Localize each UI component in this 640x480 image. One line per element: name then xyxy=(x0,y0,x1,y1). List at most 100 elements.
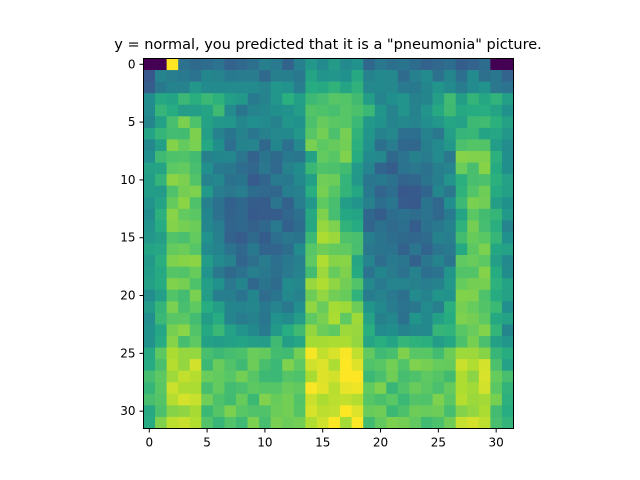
pixel-cell xyxy=(166,127,179,140)
pixel-cell xyxy=(432,243,445,256)
pixel-cell xyxy=(455,359,468,372)
pixel-cell xyxy=(501,151,514,163)
pixel-cell xyxy=(444,81,457,94)
pixel-cell xyxy=(490,127,503,140)
pixel-cell xyxy=(316,266,329,279)
pixel-cell xyxy=(432,278,445,291)
pixel-cell xyxy=(490,393,503,406)
pixel-cell xyxy=(224,116,237,129)
pixel-cell xyxy=(189,312,202,325)
pixel-cell xyxy=(490,255,503,267)
pixel-cell xyxy=(212,162,225,175)
pixel-cell xyxy=(224,324,237,337)
pixel-cell xyxy=(316,197,329,210)
pixel-cell xyxy=(155,58,167,71)
pixel-cell xyxy=(247,185,260,198)
pixel-cell xyxy=(282,70,295,82)
pixel-cell xyxy=(490,324,503,337)
pixel-cell xyxy=(501,324,514,337)
pixel-cell xyxy=(444,370,457,383)
pixel-cell xyxy=(455,336,468,348)
pixel-cell xyxy=(259,336,272,348)
pixel-cell xyxy=(351,70,364,82)
pixel-cell xyxy=(386,70,399,82)
pixel-cell xyxy=(421,289,433,302)
pixel-cell xyxy=(328,220,341,233)
pixel-cell xyxy=(166,405,179,418)
pixel-cell xyxy=(212,370,225,383)
pixel-cell xyxy=(351,139,364,152)
pixel-cell xyxy=(501,116,514,129)
pixel-cell xyxy=(340,185,352,198)
pixel-cell xyxy=(467,139,480,152)
pixel-cell xyxy=(212,301,225,314)
pixel-cell xyxy=(432,81,445,94)
pixel-cell xyxy=(455,255,468,267)
pixel-cell xyxy=(212,312,225,325)
pixel-cell xyxy=(490,139,503,152)
pixel-cell xyxy=(444,220,457,233)
pixel-cell xyxy=(305,312,318,325)
pixel-cell xyxy=(490,81,503,94)
pixel-cell xyxy=(351,324,364,337)
pixel-cell xyxy=(351,266,364,279)
y-tick-label: 10 xyxy=(120,173,135,187)
pixel-cell xyxy=(328,93,341,106)
pixel-cell xyxy=(316,151,329,163)
pixel-cell xyxy=(259,347,272,360)
pixel-cell xyxy=(143,266,156,279)
pixel-cell xyxy=(201,127,214,140)
pixel-cell xyxy=(201,116,214,129)
pixel-cell xyxy=(282,255,295,267)
pixel-cell xyxy=(501,231,514,244)
pixel-cell xyxy=(386,185,399,198)
pixel-cell xyxy=(270,58,283,71)
pixel-cell xyxy=(340,405,352,418)
pixel-cell xyxy=(143,151,156,163)
pixel-cell xyxy=(432,312,445,325)
pixel-cell xyxy=(259,70,272,82)
pixel-cell xyxy=(444,336,457,348)
pixel-cell xyxy=(386,370,399,383)
pixel-cell xyxy=(328,359,341,372)
pixel-cell xyxy=(305,416,318,429)
pixel-cell xyxy=(328,278,341,291)
pixel-cell xyxy=(444,197,457,210)
pixel-cell xyxy=(155,151,167,163)
pixel-cell xyxy=(478,312,491,325)
pixel-cell xyxy=(374,405,387,418)
pixel-cell xyxy=(421,278,433,291)
pixel-cell xyxy=(432,382,445,395)
pixel-cell xyxy=(455,278,468,291)
pixel-cell xyxy=(224,336,237,348)
pixel-cell xyxy=(421,359,433,372)
pixel-cell xyxy=(397,255,410,267)
pixel-cell xyxy=(444,93,457,106)
pixel-cell xyxy=(293,81,306,94)
pixel-cell xyxy=(236,81,248,94)
pixel-cell xyxy=(212,93,225,106)
pixel-cell xyxy=(270,81,283,94)
pixel-cell xyxy=(143,324,156,337)
pixel-cell xyxy=(444,208,457,221)
pixel-cell xyxy=(374,255,387,267)
pixel-cell xyxy=(467,312,480,325)
pixel-cell xyxy=(247,416,260,429)
pixel-cell xyxy=(189,162,202,175)
pixel-cell xyxy=(270,416,283,429)
pixel-cell xyxy=(178,289,191,302)
pixel-cell xyxy=(374,104,387,117)
pixel-cell xyxy=(212,81,225,94)
pixel-cell xyxy=(455,185,468,198)
pixel-cell xyxy=(374,116,387,129)
pixel-cell xyxy=(270,289,283,302)
pixel-cell xyxy=(374,208,387,221)
pixel-cell xyxy=(444,266,457,279)
pixel-cell xyxy=(340,116,352,129)
pixel-cell xyxy=(178,266,191,279)
figure-title: y = normal, you predicted that it is a "… xyxy=(114,37,542,53)
pixel-cell xyxy=(189,185,202,198)
pixel-cell xyxy=(490,151,503,163)
pixel-cell xyxy=(259,104,272,117)
pixel-cell xyxy=(455,70,468,82)
